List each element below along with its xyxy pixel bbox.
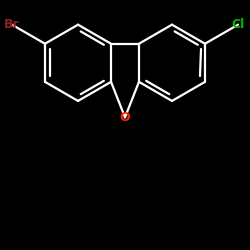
Text: O: O (120, 111, 130, 124)
Text: Cl: Cl (232, 18, 245, 31)
Text: Br: Br (4, 18, 20, 31)
